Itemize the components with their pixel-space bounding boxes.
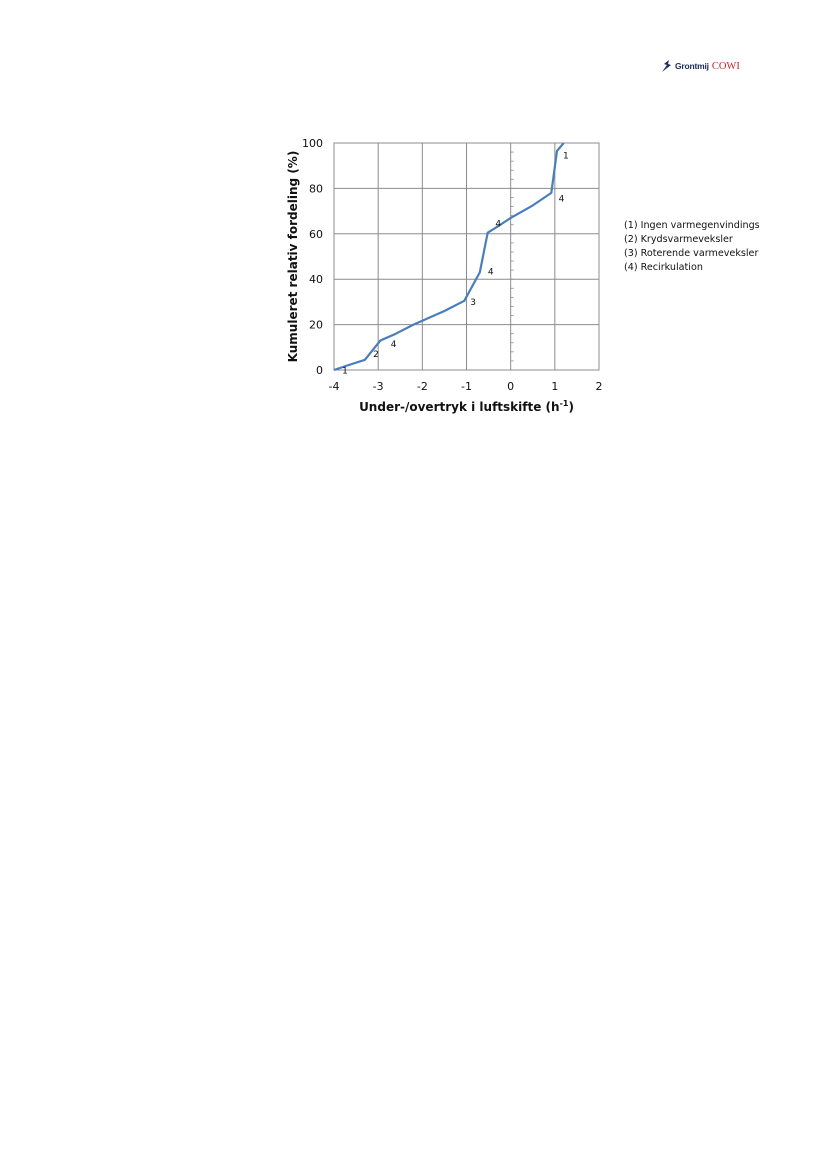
plot-area-border <box>333 142 600 371</box>
segment-label: 4 <box>488 267 494 277</box>
x-tick-label: -1 <box>461 380 472 393</box>
y-tick-label: 100 <box>302 137 323 150</box>
segment-label: 4 <box>495 220 501 230</box>
segment-label: 2 <box>373 350 379 360</box>
x-tick-label: -3 <box>373 380 384 393</box>
y-axis-tick-labels: 0 20 40 60 80 100 <box>302 137 323 377</box>
cumulative-distribution-chart: -4 -3 -2 -1 0 1 2 0 20 40 60 80 100 1 2 4 3 4 4 4 1 Under-… <box>286 137 603 414</box>
chart-legend: (1) Ingen varmegenvindings (2) Krydsvarme… <box>624 219 760 275</box>
y-tick-label: 0 <box>316 364 323 377</box>
company-logo: Grontmij COWI <box>662 60 740 72</box>
y-tick-label: 60 <box>309 228 323 241</box>
segment-label: 4 <box>559 195 565 205</box>
legend-entry: (3) Roterende varmeveksler <box>624 248 759 259</box>
y-axis-at-zero <box>510 142 514 371</box>
segment-label: 4 <box>391 340 397 350</box>
x-tick-label: 1 <box>551 380 558 393</box>
x-tick-label: 0 <box>507 380 514 393</box>
y-tick-label: 40 <box>309 273 323 286</box>
logo-text-grontmij: Grontmij <box>675 61 709 71</box>
x-tick-label: -2 <box>417 380 428 393</box>
legend-entry: (2) Krydsvarmeveksler <box>624 234 733 245</box>
y-tick-label: 80 <box>309 182 323 195</box>
x-axis-tick-labels: -4 -3 -2 -1 0 1 2 <box>329 380 603 393</box>
segment-label: 1 <box>342 366 348 376</box>
segment-label: 3 <box>470 298 476 308</box>
y-tick-label: 20 <box>309 319 323 332</box>
chart-grid <box>333 142 600 371</box>
segment-annotations: 1 2 4 3 4 4 4 1 <box>342 151 569 376</box>
grontmij-logo-icon <box>662 60 671 72</box>
logo-text-cowi: COWI <box>711 60 740 72</box>
legend-entry: (4) Recirkulation <box>624 262 703 273</box>
x-tick-label: -4 <box>329 380 340 393</box>
x-axis-title: Under-/overtryk i luftskifte (h-1) <box>359 399 574 414</box>
series-line <box>333 142 565 372</box>
legend-entry: (1) Ingen varmegenvindings <box>624 220 760 231</box>
x-tick-label: 2 <box>596 380 603 393</box>
segment-label: 1 <box>563 151 569 161</box>
y-axis-title: Kumuleret relativ fordeling (%) <box>286 151 300 363</box>
